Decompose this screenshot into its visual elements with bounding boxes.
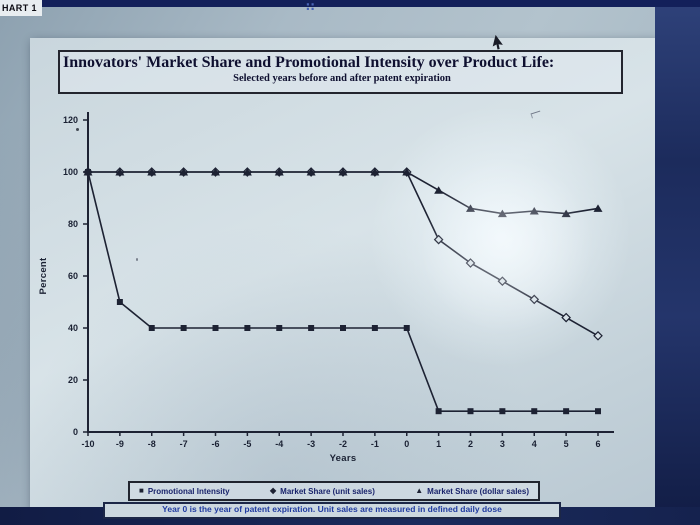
marker-square	[340, 325, 346, 331]
x-tick-label: -6	[211, 439, 219, 449]
chart-footnote: Year 0 is the year of patent expiration.…	[103, 502, 561, 519]
document-page: Innovators' Market Share and Promotional…	[30, 38, 657, 510]
x-tick-label: -7	[180, 439, 188, 449]
dust-speck	[136, 258, 138, 261]
marker-diamond	[529, 294, 540, 305]
marker-square	[499, 408, 506, 415]
marker-square	[180, 325, 187, 331]
marker-square	[244, 325, 251, 331]
x-axis-title: Years	[330, 453, 357, 464]
y-tick-label: 100	[63, 167, 78, 177]
chart-title: Innovators' Market Share and Promotional…	[63, 54, 555, 71]
legend-label: Market Share (unit sales)	[280, 486, 375, 496]
x-tick-label: -1	[371, 439, 379, 449]
dust-speck	[76, 128, 79, 131]
square-marker-icon: ■	[139, 486, 144, 495]
marker-diamond	[593, 330, 603, 341]
marker-square	[116, 299, 123, 305]
y-axis-title: Percent	[38, 257, 49, 294]
x-tick-label: -2	[339, 439, 347, 449]
x-tick-label: -4	[275, 439, 283, 449]
y-tick-label: 60	[68, 271, 78, 281]
marker-square	[563, 408, 570, 415]
chart-legend: ■ Promotional Intensity ◆ Market Share (uni…	[128, 481, 540, 501]
y-tick-label: 80	[68, 219, 78, 229]
x-tick-label: -5	[243, 439, 251, 449]
x-tick-label: 0	[404, 439, 409, 449]
marker-diamond	[561, 312, 571, 323]
x-tick-label: 4	[532, 439, 537, 449]
x-tick-label: 1	[436, 439, 441, 449]
x-tick-label: 6	[595, 439, 600, 449]
dots-grid-icon[interactable]: ∷	[306, 0, 315, 14]
legend-item: ◆ Market Share (unit sales)	[270, 487, 375, 496]
window-top-bar	[0, 0, 700, 7]
y-tick-label: 40	[68, 323, 78, 333]
x-tick-label: -3	[307, 439, 315, 449]
legend-item: ▲ Market Share (dollar sales)	[415, 487, 529, 496]
triangle-marker-icon: ▲	[415, 486, 424, 495]
x-tick-label: 5	[564, 439, 569, 449]
screen-edge-band-right	[655, 5, 700, 525]
chart-title-box: Innovators' Market Share and Promotional…	[58, 50, 623, 94]
legend-label: Promotional Intensity	[147, 486, 230, 496]
marker-square	[85, 169, 91, 175]
series-line-2	[88, 171, 599, 215]
marker-square	[276, 325, 283, 331]
marker-diamond	[497, 276, 508, 287]
x-tick-label: -8	[148, 439, 156, 449]
marker-square	[595, 408, 601, 415]
chart-subtitle: Selected years before and after patent e…	[233, 73, 451, 84]
marker-triangle	[434, 186, 444, 194]
marker-square	[308, 325, 315, 331]
marker-square	[371, 325, 378, 331]
diamond-marker-icon: ◆	[270, 486, 277, 495]
chart-corner-label: HART 1	[0, 0, 42, 16]
series-line-1	[88, 171, 599, 337]
marker-square	[467, 408, 474, 415]
y-tick-label: 20	[68, 375, 78, 385]
x-tick-label: -10	[81, 439, 94, 449]
y-tick-label: 120	[63, 115, 78, 125]
marker-square	[148, 325, 155, 331]
x-tick-label: 2	[468, 439, 473, 449]
y-tick-label: 0	[73, 427, 78, 437]
x-tick-label: 3	[500, 439, 505, 449]
marker-square	[403, 325, 410, 331]
marker-square	[435, 408, 442, 415]
marker-square	[531, 408, 538, 415]
marker-square	[212, 325, 219, 331]
legend-label: Market Share (dollar sales)	[427, 486, 529, 496]
x-tick-label: -9	[116, 439, 124, 449]
legend-item: ■ Promotional Intensity	[139, 487, 230, 496]
